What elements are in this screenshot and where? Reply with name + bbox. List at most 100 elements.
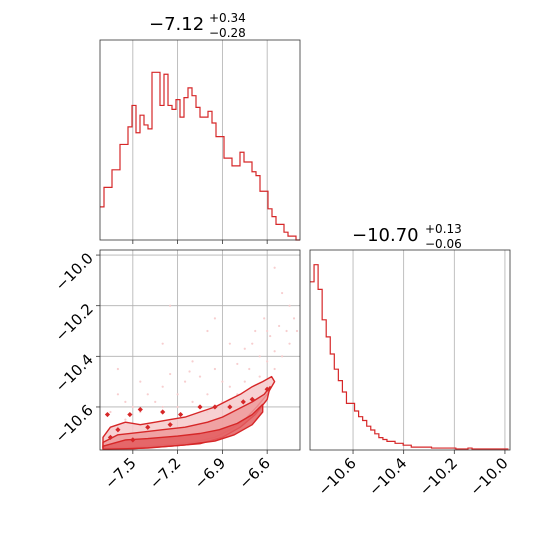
hist-param2-panel: −10.6 −10.4 −10.2 −10.0 −10.70 +0.13 −0.06 — [309, 222, 512, 499]
scatter-point-9 — [273, 367, 276, 371]
scatter-point-17 — [254, 329, 257, 333]
joint-ytick-label-3: −10.6 — [52, 401, 97, 446]
joint-panel: −7.5 −7.2 −6.9 −6.6 −10.0 −10.2 −10.4 −10.6 — [52, 249, 301, 493]
diamond-marker-10 — [264, 386, 270, 392]
hist-param1-ticks — [132, 240, 268, 244]
hist-param2-frame — [309, 249, 511, 451]
scatter-point-43 — [266, 329, 269, 333]
scatter-point-54 — [169, 372, 172, 376]
diamond-marker-11 — [115, 427, 121, 433]
joint-ytick-label-0: −10.0 — [52, 249, 97, 294]
scatter-point-49 — [161, 342, 164, 345]
scatter-point-44 — [295, 329, 299, 333]
scatter-point-42 — [273, 350, 276, 353]
hist-param2-title-value: −10.70 — [352, 225, 419, 246]
scatter-point-11 — [288, 342, 291, 345]
scatter-point-52 — [228, 342, 231, 345]
joint-scatter — [109, 266, 299, 421]
joint-xtick-label-3: −6.6 — [235, 454, 273, 492]
scatter-point-41 — [258, 375, 261, 378]
hist-param2-grid — [352, 250, 506, 450]
hist-param1-title-value: −7.12 — [149, 14, 204, 35]
joint-ticks: −7.5 −7.2 −6.9 −6.6 −10.0 −10.2 −10.4 −10.6 — [52, 249, 274, 492]
joint-frame — [99, 249, 301, 451]
joint-ytick-label-1: −10.2 — [52, 300, 97, 345]
scatter-point-14 — [278, 324, 281, 328]
scatter-point-16 — [263, 317, 266, 320]
scatter-point-6 — [251, 342, 254, 345]
scatter-point-22 — [183, 380, 187, 383]
hist-param2-xtick-label-0: −10.6 — [315, 454, 360, 499]
scatter-point-25 — [154, 400, 157, 403]
scatter-point-1 — [191, 360, 194, 363]
scatter-point-32 — [124, 418, 127, 421]
scatter-point-2 — [213, 367, 217, 371]
hist-param2-title-plus: +0.13 — [425, 222, 462, 236]
diamond-marker-8 — [240, 399, 246, 405]
scatter-point-19 — [228, 385, 231, 388]
hist-param2-step — [310, 264, 509, 450]
joint-contours — [102, 375, 276, 450]
diamond-marker-2 — [137, 406, 143, 413]
joint-xtick-label-0: −7.5 — [101, 454, 139, 492]
scatter-point-12 — [292, 317, 296, 320]
scatter-point-45 — [288, 304, 291, 307]
scatter-point-13 — [285, 329, 288, 333]
scatter-point-29 — [124, 400, 127, 403]
diamond-marker-15 — [130, 437, 136, 443]
scatter-point-27 — [139, 380, 142, 383]
diamond-marker-5 — [197, 404, 203, 410]
scatter-point-31 — [109, 410, 112, 414]
scatter-point-35 — [176, 405, 179, 409]
scatter-point-23 — [176, 393, 179, 396]
scatter-point-36 — [191, 400, 194, 403]
scatter-point-20 — [206, 393, 209, 396]
joint-ytick-label-2: −10.4 — [52, 350, 97, 395]
scatter-point-51 — [206, 329, 209, 333]
diamond-marker-9 — [249, 396, 255, 402]
scatter-point-10 — [280, 355, 284, 358]
hist-param1-title-plus: +0.34 — [209, 11, 246, 25]
scatter-point-21 — [198, 375, 202, 378]
scatter-point-48 — [213, 317, 217, 320]
scatter-point-50 — [116, 367, 120, 371]
diamond-marker-7 — [227, 404, 233, 410]
joint-diamond-markers — [104, 386, 270, 443]
hist-param1-panel: −7.12 +0.34 −0.28 — [99, 11, 301, 244]
hist-param1-title-minus: −0.28 — [209, 26, 246, 40]
hist-param1-grid — [132, 40, 268, 240]
scatter-point-40 — [243, 380, 246, 383]
scatter-point-7 — [258, 355, 261, 358]
hist-param2-xtick-label-1: −10.4 — [365, 454, 410, 499]
hist-param2-ticks: −10.6 −10.4 −10.2 −10.0 — [315, 450, 512, 499]
diamond-marker-4 — [177, 411, 184, 418]
scatter-point-4 — [236, 362, 239, 366]
scatter-point-3 — [221, 380, 224, 383]
scatter-point-53 — [188, 370, 191, 373]
hist-param2-xtick-label-3: −10.0 — [467, 454, 512, 499]
scatter-point-8 — [266, 360, 269, 363]
scatter-point-24 — [161, 385, 164, 388]
contour-level-3 — [102, 403, 264, 450]
scatter-point-5 — [243, 347, 246, 350]
scatter-point-34 — [161, 405, 164, 409]
joint-xtick-label-1: −7.2 — [146, 454, 184, 492]
diamond-marker-3 — [160, 409, 166, 415]
diamond-marker-14 — [107, 434, 114, 440]
diamond-marker-1 — [127, 411, 133, 418]
scatter-point-18 — [248, 367, 251, 371]
scatter-point-30 — [116, 393, 120, 396]
hist-param1-step — [100, 71, 300, 241]
scatter-point-26 — [146, 393, 149, 396]
scatter-point-15 — [269, 334, 272, 338]
hist-param2-title-minus: −0.06 — [425, 237, 462, 251]
joint-xtick-label-2: −6.9 — [191, 454, 229, 492]
diamond-marker-12 — [145, 424, 151, 430]
diamond-marker-0 — [104, 411, 111, 418]
hist-param1-frame — [99, 39, 301, 241]
scatter-point-46 — [280, 291, 284, 295]
diamond-marker-6 — [212, 404, 218, 410]
diamond-marker-13 — [167, 422, 173, 428]
scatter-point-0 — [169, 304, 172, 307]
